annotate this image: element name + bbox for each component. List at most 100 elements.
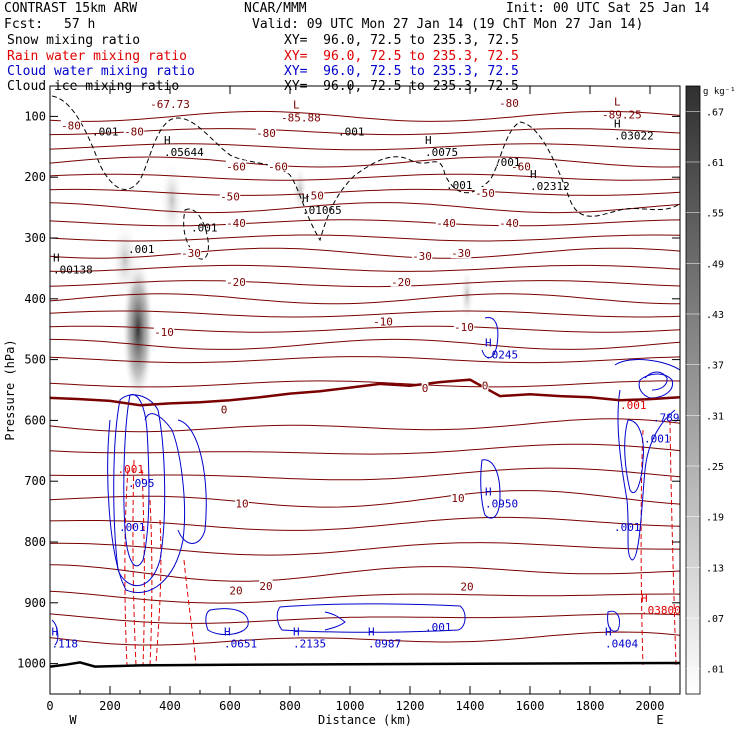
field-cloud-water-name: Cloud water mixing ratio [7,64,195,79]
cloud-water-contour [638,373,674,399]
high-center-value: .118 [52,637,79,650]
plot-frame [49,85,681,695]
cloud-water-contour [113,394,166,587]
temperature-contour [50,338,680,350]
rain-contour [149,499,153,666]
high-center-value: .0404 [605,637,638,650]
forecast-hour: 57 h [64,17,96,32]
temperature-label: 0 [482,380,489,393]
cloud-water-contour [617,389,676,561]
contour-label: .001 [128,243,155,256]
high-center-value: .0075 [425,146,458,159]
low-center-value: -85.88 [281,112,321,125]
rain-contour [669,419,677,666]
x-tick-label: 200 [99,699,121,713]
temperature-label: -30 [181,247,201,260]
high-center-marker: H [368,625,375,638]
high-center-value: .0987 [368,637,401,650]
temperature-label: 0 [221,403,228,416]
temperature-contour [50,356,680,364]
label-mask [435,216,457,228]
high-center-marker: H [164,134,171,147]
cloud-water-contour [481,316,499,359]
y-tick-label: 500 [24,353,46,367]
temperature-contour [50,156,680,168]
colorbar-tick-label: .19 [706,513,724,524]
x-tick-label: 1600 [516,699,545,713]
high-center-marker: H [224,625,231,638]
colorbar-units: g kg⁻¹ [703,87,736,97]
cloud-water-contour [644,371,668,391]
temperature-label: -40 [499,217,519,230]
y-tick-label: 600 [24,413,46,427]
x-endpoint-east: E [656,713,663,727]
temperature-contour [50,247,680,259]
temperature-contour [50,380,680,388]
y-tick-label: 1000 [17,657,46,671]
temperature-contour [50,188,680,196]
cloud-water-contour [614,359,680,371]
label-mask [235,497,249,509]
y-tick-label: 200 [24,170,46,184]
label-mask [220,403,228,415]
y-axis-label: Pressure (hPa) [3,339,17,440]
field-rain-name: Rain water mixing ratio [7,49,188,64]
temperature-label: -80 [256,127,276,140]
x-tick-label: 400 [159,699,181,713]
x-tick-label: 1000 [336,699,365,713]
cloud-water-contour [276,603,466,633]
high-center-marker: H [53,251,60,264]
temperature-label: -80 [61,120,81,133]
label-mask [153,326,175,338]
contour-label: .789 [653,411,680,424]
temperature-label: -40 [436,217,456,230]
high-center-marker: H [530,168,537,181]
colorbar-tick-label: .67 [706,107,724,118]
label-mask [123,125,145,137]
temperature-label: -10 [454,321,474,334]
colorbar-tick-label: .01 [706,665,724,676]
temperature-contour [50,613,680,624]
valid-time: Valid: 09 UTC Mon 27 Jan 14 (19 ChT Mon … [252,17,644,32]
label-mask [229,584,243,596]
label-mask [450,247,472,259]
low-center-value: -89.25 [602,109,642,122]
snow-shading-halo [111,220,139,300]
high-center-value: .0245 [485,348,518,361]
contour-label: .001 [191,222,218,235]
temperature-label: 10 [235,498,248,511]
label-mask [498,97,520,109]
high-center-value: .03022 [614,130,654,143]
temperature-contour [50,490,680,508]
y-tick-label: 900 [24,596,46,610]
label-mask [259,579,273,591]
freezing-level-line [50,378,680,407]
snow-shading-upper [160,160,184,240]
contour-label: .001 [614,521,641,534]
temperature-label: -67.73 [150,98,190,111]
label-mask [460,580,474,592]
colorbar-tick-label: .37 [706,361,724,372]
temperature-label: -40 [226,217,246,230]
high-center-marker: H [302,192,309,205]
label-mask [481,379,489,391]
temperature-label: 20 [229,585,242,598]
colorbar-tick-label: .25 [706,462,724,473]
temperature-label: -10 [373,315,393,328]
contour-label: .001 [446,179,473,192]
temperature-label: 20 [460,580,473,593]
contour-label: .095 [128,477,155,490]
colorbar-tick-label: .07 [706,614,724,625]
cloud-water-contour [607,610,621,632]
temperature-contour [50,128,680,136]
label-mask [225,216,247,228]
label-mask [60,119,82,131]
cloud-ice-contour [51,95,679,242]
temperature-label: -60 [268,160,288,173]
high-center-marker: H [485,336,492,349]
high-center-marker: H [293,625,300,638]
temperature-label: -10 [154,326,174,339]
contour-label: .001 [425,621,452,634]
temperature-contour [50,631,680,646]
